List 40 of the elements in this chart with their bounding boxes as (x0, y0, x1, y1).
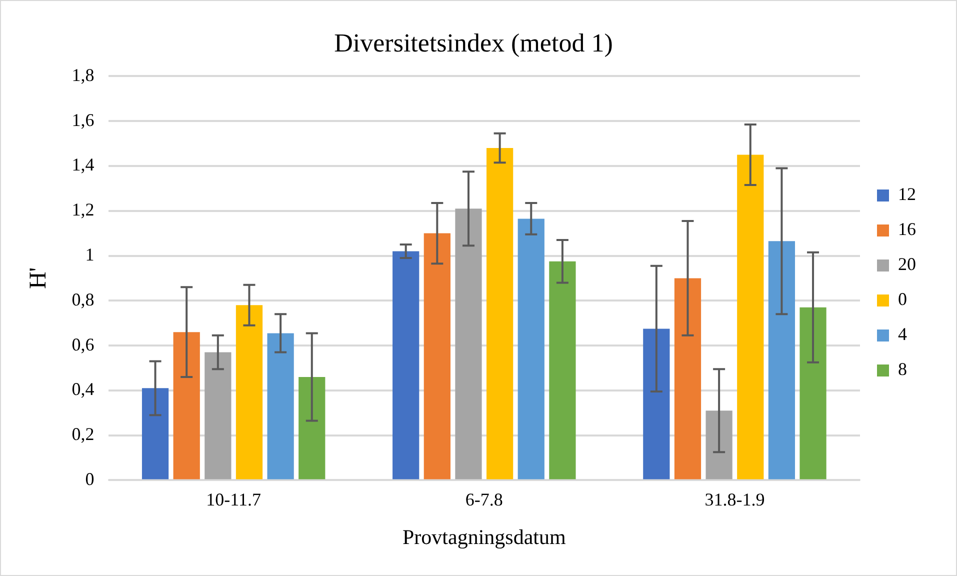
y-tick-label: 0 (85, 468, 94, 489)
y-tick-label: 0,8 (72, 289, 94, 310)
bar (204, 352, 232, 480)
x-tick-label: 31.8-1.9 (704, 490, 765, 510)
bar (392, 251, 420, 480)
y-tick-label: 1,2 (72, 200, 94, 220)
y-tick-label: 1 (85, 244, 94, 264)
bar (142, 388, 169, 480)
y-tick-label: 1,6 (72, 110, 94, 130)
bar (267, 333, 294, 480)
bar (706, 410, 732, 480)
legend-label: 4 (898, 324, 907, 344)
bar (800, 307, 826, 480)
y-tick-label: 0,2 (72, 424, 94, 444)
y-tick-label: 1,4 (72, 154, 94, 175)
bar (424, 233, 450, 480)
bar (737, 154, 764, 480)
bar (486, 148, 514, 480)
bar (643, 328, 670, 480)
bar (173, 332, 200, 480)
bar (518, 218, 544, 480)
chart-title: Diversitetsindex (metod 1) (334, 28, 613, 58)
bar (298, 376, 326, 480)
bar (768, 241, 796, 480)
y-tick-label: 0,6 (72, 334, 94, 354)
legend-label: 8 (898, 359, 907, 380)
y-axis-title: H' (26, 267, 52, 290)
x-tick-label: 10-11.7 (206, 490, 261, 510)
y-tick-label: 0,4 (72, 379, 94, 400)
bar (549, 261, 576, 480)
bar (236, 305, 263, 480)
legend-label: 20 (898, 254, 916, 274)
bar (674, 278, 702, 480)
y-tick-label: 1,8 (72, 64, 94, 85)
legend-label: 16 (898, 219, 916, 240)
x-axis-title: Provtagningsdatum (402, 524, 566, 549)
legend-label: 0 (898, 289, 907, 310)
legend-label: 12 (898, 184, 916, 204)
bar (455, 208, 482, 480)
x-tick-label: 6-7.8 (465, 490, 503, 510)
